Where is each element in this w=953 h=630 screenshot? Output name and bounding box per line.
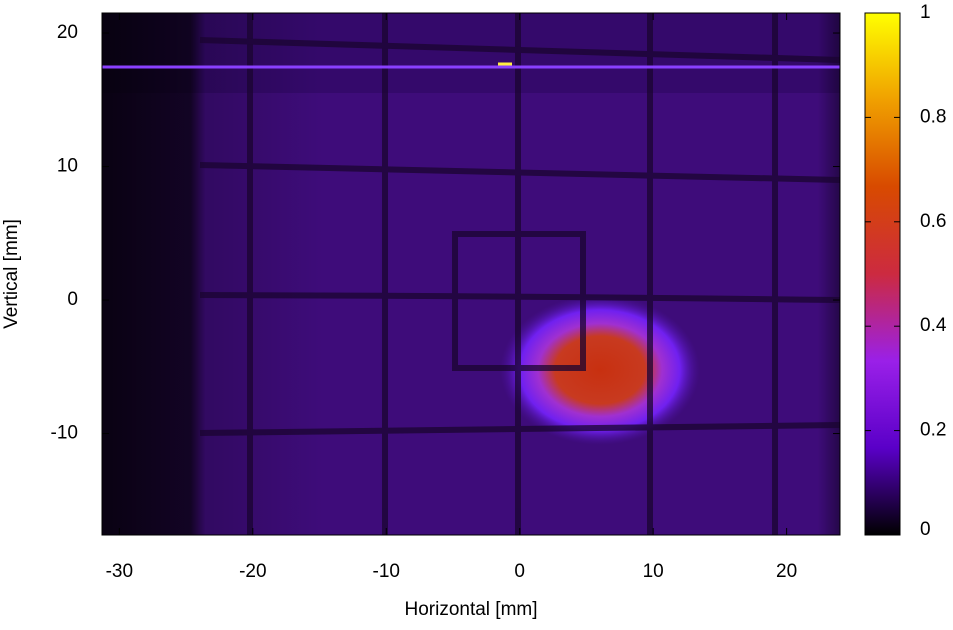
x-axis-label: Horizontal [mm] xyxy=(404,599,537,620)
colorbar-tick-label: 0.6 xyxy=(920,211,946,232)
colorbar xyxy=(864,12,901,536)
y-tick-label: -10 xyxy=(51,423,78,444)
y-axis-label: Vertical [mm] xyxy=(1,219,22,329)
y-tick-label: 10 xyxy=(57,156,78,177)
x-tick-label: -20 xyxy=(239,561,266,582)
x-tick-label: -30 xyxy=(106,561,133,582)
y-tick-label: 20 xyxy=(57,22,78,43)
x-tick-label: 10 xyxy=(643,561,664,582)
plot-frame xyxy=(101,12,841,536)
y-tick-label: 0 xyxy=(67,289,78,310)
colorbar-tick-label: 1 xyxy=(920,2,931,23)
x-tick-label: -10 xyxy=(373,561,400,582)
x-tick-label: 20 xyxy=(776,561,797,582)
colorbar-tick-label: 0.8 xyxy=(920,106,946,127)
x-tick-label: 0 xyxy=(514,561,525,582)
heatmap-image xyxy=(102,13,841,535)
colorbar-tick-label: 0.4 xyxy=(920,315,947,336)
colorbar-tick-label: 0 xyxy=(920,519,931,540)
colorbar-tick-label: 0.2 xyxy=(920,420,946,441)
